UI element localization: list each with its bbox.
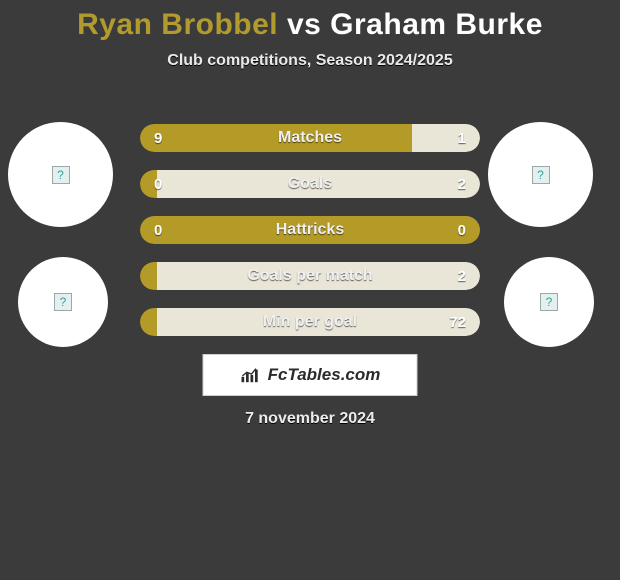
bar-right-fill: [412, 124, 480, 152]
bar-right-fill: [157, 262, 480, 290]
title-vs: vs: [287, 8, 321, 41]
bar-row-matches: Matches91: [140, 124, 480, 152]
avatar-circle-3: ?: [504, 257, 594, 347]
bar-row-goals-per-match: Goals per match 2: [140, 262, 480, 290]
bar-left-fill: [140, 216, 480, 244]
bar-row-goals: Goals02: [140, 170, 480, 198]
title-player2: Graham Burke: [330, 8, 543, 41]
bar-right-fill: [157, 170, 480, 198]
subtitle: Club competitions, Season 2024/2025: [0, 52, 620, 70]
avatar-circle-1: ?: [488, 122, 593, 227]
image-placeholder-icon: ?: [52, 166, 70, 184]
avatar-circle-2: ?: [18, 257, 108, 347]
bar-left-fill: [140, 262, 157, 290]
bar-right-fill: [157, 308, 480, 336]
bar-left-fill: [140, 170, 157, 198]
date-text: 7 november 2024: [0, 410, 620, 428]
image-placeholder-icon: ?: [54, 293, 72, 311]
page-title: Ryan Brobbel vs Graham Burke: [0, 0, 620, 42]
comparison-bars: Matches91 Goals02 Hattricks00 Goals per mat…: [140, 124, 480, 354]
brand-box: FcTables.com: [203, 354, 418, 396]
bar-left-fill: [140, 308, 157, 336]
bar-row-hattricks: Hattricks00: [140, 216, 480, 244]
image-placeholder-icon: ?: [540, 293, 558, 311]
bar-row-min-per-goal: Min per goal 72: [140, 308, 480, 336]
image-placeholder-icon: ?: [532, 166, 550, 184]
chart-icon: [240, 366, 262, 384]
bar-left-fill: [140, 124, 412, 152]
avatar-circle-0: ?: [8, 122, 113, 227]
title-player1: Ryan Brobbel: [77, 8, 278, 41]
brand-text: FcTables.com: [268, 365, 381, 385]
